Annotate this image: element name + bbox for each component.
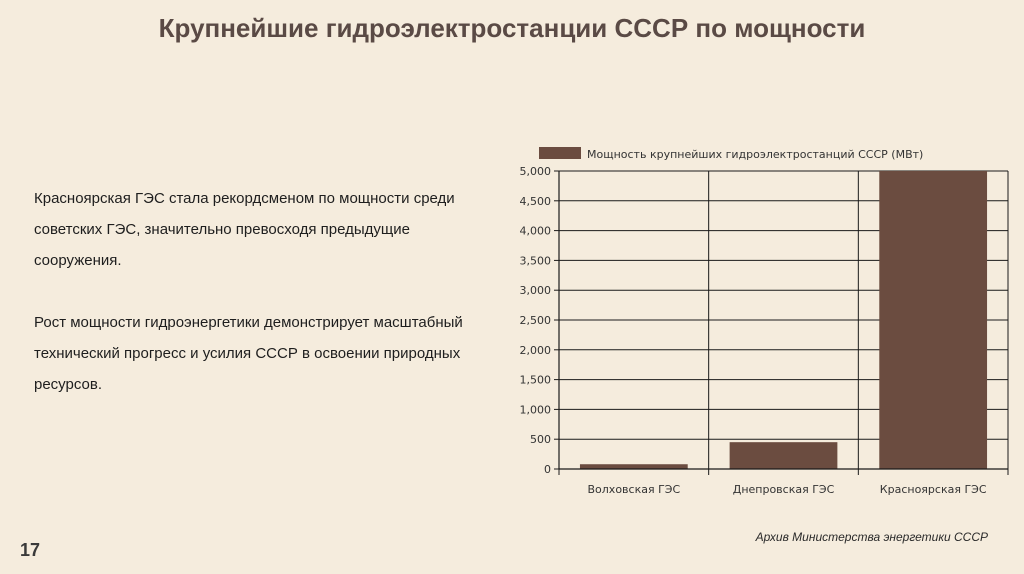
paragraph-1: Красноярская ГЭС стала рекордсменом по м… bbox=[34, 190, 455, 269]
slide-title: Крупнейшие гидроэлектростанции СССР по м… bbox=[158, 13, 866, 43]
text-block: Красноярская ГЭС стала рекордсменом по м… bbox=[34, 183, 474, 431]
source-caption: Архив Министерства энергетики СССР bbox=[755, 530, 988, 544]
paragraph-2: Рост мощности гидроэнергетики демонстрир… bbox=[34, 314, 463, 393]
y-tick-label: 4,000 bbox=[520, 225, 552, 238]
y-tick-label: 4,500 bbox=[520, 195, 552, 208]
y-tick-label: 1,500 bbox=[520, 374, 552, 387]
y-tick-label: 1,000 bbox=[520, 403, 552, 416]
bar bbox=[729, 442, 838, 469]
y-tick-label: 3,000 bbox=[520, 284, 552, 297]
x-tick-label: Волховская ГЭС bbox=[588, 483, 681, 496]
y-tick-label: 2,000 bbox=[520, 344, 552, 357]
bar bbox=[579, 464, 688, 469]
y-tick-label: 3,500 bbox=[520, 254, 552, 267]
legend-label: Мощность крупнейших гидроэлектростанций … bbox=[587, 148, 923, 161]
slide-number: 17 bbox=[20, 540, 41, 560]
y-tick-label: 0 bbox=[544, 463, 551, 476]
legend-swatch bbox=[539, 147, 581, 159]
bar-chart: Мощность крупнейших гидроэлектростанций … bbox=[520, 147, 1009, 496]
x-tick-label: Днепровская ГЭС bbox=[733, 483, 835, 496]
x-tick-label: Красноярская ГЭС bbox=[880, 483, 987, 496]
y-tick-label: 500 bbox=[530, 433, 551, 446]
y-tick-label: 5,000 bbox=[520, 165, 552, 178]
y-tick-label: 2,500 bbox=[520, 314, 552, 327]
bar bbox=[879, 171, 988, 469]
